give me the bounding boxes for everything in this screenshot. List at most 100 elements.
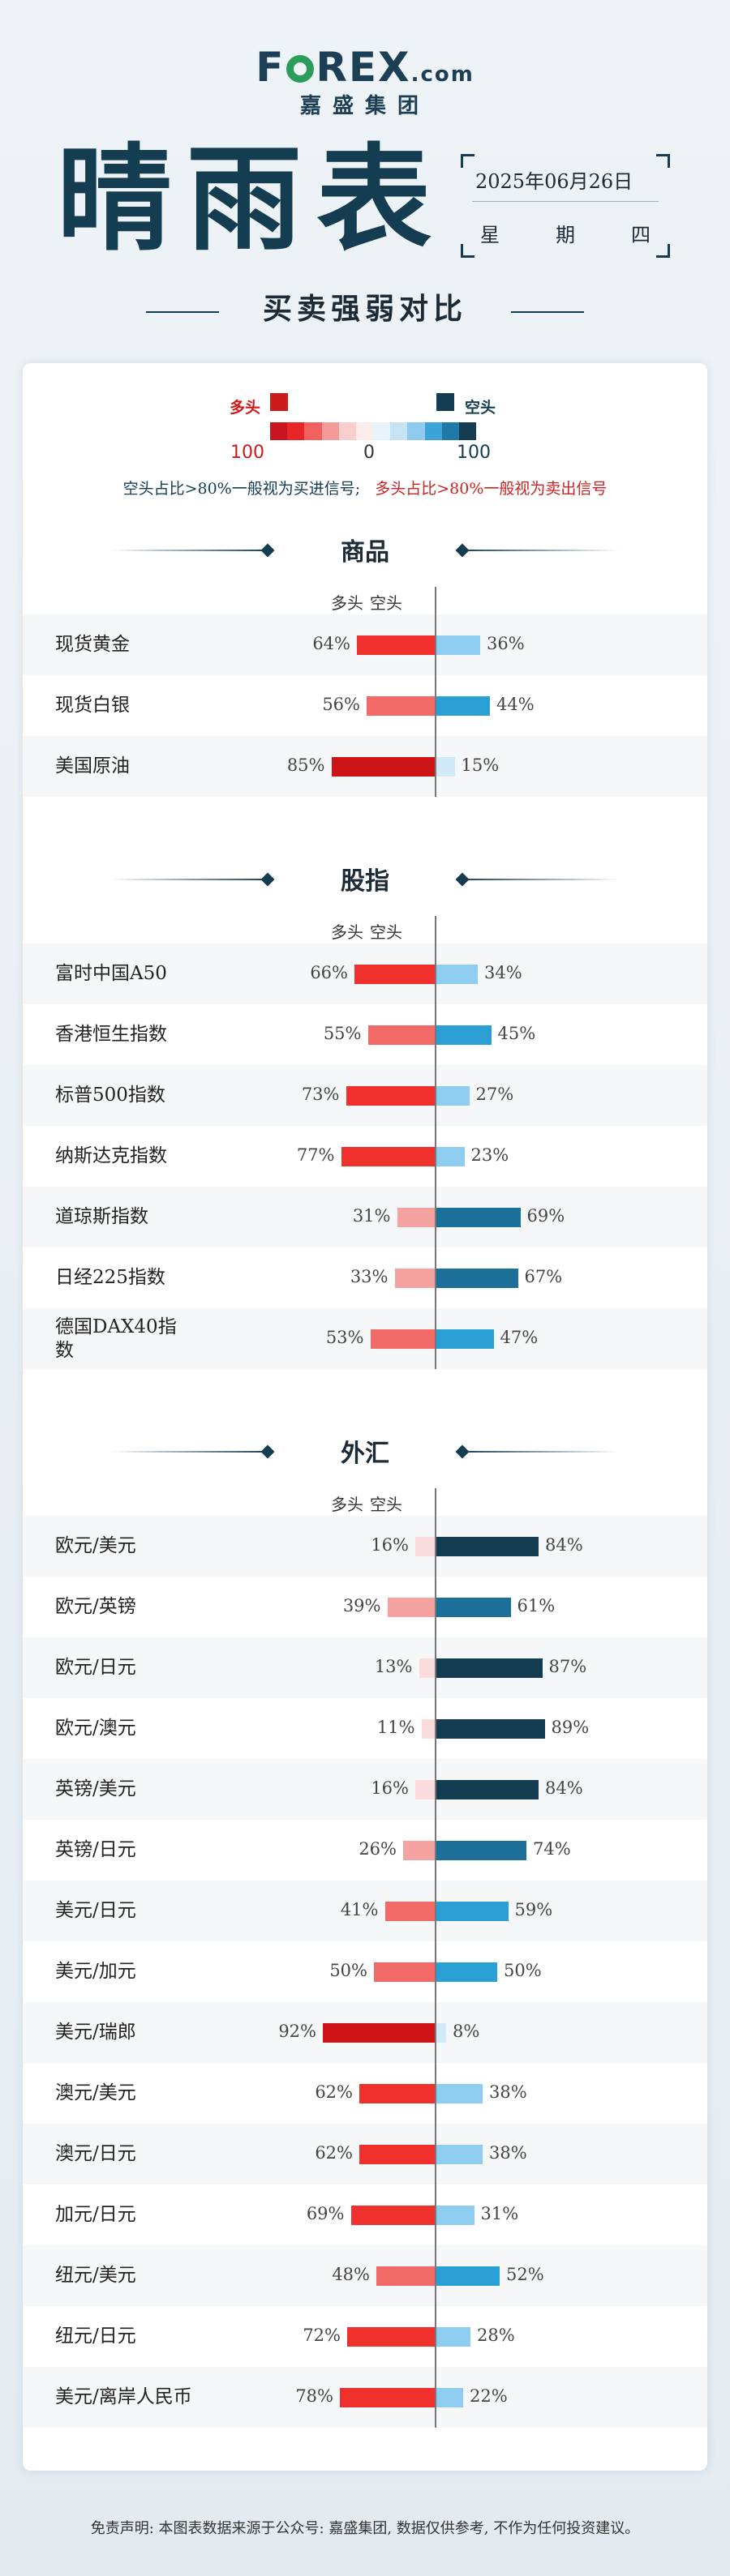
value-label-short: 69% — [526, 1206, 565, 1226]
row-label: 美元/离岸人民币 — [55, 2386, 192, 2407]
table-row: 纽元/美元 48% 52% — [23, 2245, 707, 2306]
tip-short-signal: 空头占比>80%一般视为买进信号; — [122, 480, 361, 498]
date-box: 2025年06月26日 星 期 四 — [461, 154, 670, 258]
value-label-long: 31% — [352, 1206, 391, 1226]
bar-short — [436, 1658, 543, 1678]
row-label: 欧元/美元 — [55, 1535, 136, 1556]
value-label-long: 16% — [371, 1535, 409, 1555]
bar-short — [436, 1329, 494, 1349]
bar-long — [323, 2023, 435, 2043]
column-header-long: 多头 — [331, 1495, 363, 1514]
row-label: 欧元/英镑 — [55, 1596, 136, 1617]
row-label: 日经225指数 — [55, 1267, 165, 1288]
value-label-long: 50% — [329, 1961, 367, 1980]
table-row: 标普500指数 73% 27% — [23, 1065, 707, 1126]
center-axis — [435, 916, 436, 1369]
table-row: 澳元/美元 62% 38% — [23, 2063, 707, 2124]
table-row: 纽元/日元 72% 28% — [23, 2306, 707, 2367]
row-label: 道琼斯指数 — [55, 1206, 148, 1227]
table-row: 英镑/日元 26% 74% — [23, 1820, 707, 1881]
value-label-short: 61% — [517, 1596, 556, 1615]
table-row: 现货白银 56% 44% — [23, 675, 707, 736]
bar-short — [436, 1537, 539, 1556]
value-label-short: 84% — [545, 1535, 583, 1555]
table-row: 加元/日元 69% 31% — [23, 2184, 707, 2245]
value-label-short: 47% — [500, 1328, 539, 1347]
table-row: 富时中国A50 66% 34% — [23, 944, 707, 1004]
legend-scale-right: 100 — [457, 443, 491, 463]
table-row: 纳斯达克指数 77% 23% — [23, 1126, 707, 1187]
bar-short — [436, 1780, 539, 1799]
value-label-long: 78% — [295, 2386, 333, 2406]
table-row: 欧元/美元 16% 84% — [23, 1516, 707, 1577]
bar-short — [436, 1962, 497, 1982]
value-label-short: 74% — [533, 1839, 571, 1859]
logo-wordmark: F REX.com — [256, 44, 474, 91]
value-label-short: 31% — [480, 2204, 519, 2223]
row-label: 现货白银 — [55, 695, 130, 716]
row-label: 美国原油 — [55, 755, 130, 777]
row-label: 德国DAX40指数 — [55, 1316, 177, 1361]
row-label: 澳元/日元 — [55, 2143, 136, 2164]
value-label-long: 48% — [332, 2265, 370, 2284]
value-label-long: 66% — [310, 963, 348, 982]
bar-long — [346, 1086, 435, 1106]
value-label-long: 16% — [371, 1778, 409, 1798]
value-label-short: 87% — [548, 1657, 587, 1676]
value-label-short: 22% — [470, 2386, 508, 2406]
legend: 多头 空头 100 0 100 空头占比>80%一般视为买进信号; 多头占比>8… — [23, 363, 707, 525]
row-label: 欧元/日元 — [55, 1657, 136, 1678]
value-label-short: 23% — [470, 1145, 509, 1165]
bar-long — [415, 1537, 435, 1556]
legend-short-label: 空头 — [465, 399, 496, 417]
bar-long — [341, 1147, 435, 1166]
weekday: 星 期 四 — [480, 224, 651, 246]
table-row: 欧元/英镑 39% 61% — [23, 1577, 707, 1637]
value-label-short: 38% — [489, 2143, 527, 2163]
bar-short — [436, 1719, 545, 1739]
bar-long — [347, 2327, 435, 2347]
row-label: 英镑/美元 — [55, 1778, 136, 1799]
bar-short — [436, 1025, 492, 1045]
table-row: 道琼斯指数 31% 69% — [23, 1187, 707, 1247]
legend-short-swatch — [436, 393, 454, 411]
bar-long — [374, 1962, 435, 1982]
value-label-short: 59% — [514, 1900, 553, 1919]
value-label-long: 69% — [306, 2204, 345, 2223]
bar-short — [436, 965, 478, 984]
row-label: 美元/加元 — [55, 1961, 136, 1982]
table-row: 美国原油 85% 15% — [23, 736, 707, 797]
bar-short — [436, 696, 490, 716]
value-label-long: 33% — [350, 1267, 389, 1286]
logo-suffix: .com — [410, 62, 474, 87]
bar-short — [436, 1147, 465, 1166]
bar-short — [436, 2023, 446, 2043]
bar-long — [367, 1025, 435, 1045]
value-label-short: 8% — [453, 2022, 480, 2041]
legend-long-swatch — [270, 393, 288, 411]
value-label-short: 89% — [551, 1718, 590, 1737]
logo-subtitle: 嘉盛集团 — [299, 94, 430, 118]
bar-long — [403, 1841, 435, 1860]
bar-long — [397, 1208, 435, 1227]
row-label: 加元/日元 — [55, 2204, 136, 2225]
row-label: 美元/日元 — [55, 1900, 136, 1921]
value-label-long: 56% — [322, 695, 360, 714]
value-label-short: 36% — [487, 634, 525, 653]
value-label-long: 77% — [296, 1145, 335, 1165]
value-label-long: 26% — [359, 1839, 397, 1859]
section-2: 外汇 多头 空头 欧元/美元 16% 84% 欧元/英镑 39% 61% 欧元/日元 13% 87% 欧… — [23, 1427, 707, 2428]
legend-gradient-scale — [270, 422, 477, 440]
bar-short — [436, 1208, 521, 1227]
bar-short — [436, 635, 480, 655]
bar-long — [387, 1598, 435, 1617]
page-subtitle: 买卖强弱对比 — [262, 292, 467, 326]
legend-long-label: 多头 — [230, 399, 261, 417]
bar-long — [350, 2206, 435, 2225]
table-row: 英镑/美元 16% 84% — [23, 1759, 707, 1820]
table-row: 日经225指数 33% 67% — [23, 1247, 707, 1308]
column-header-short: 空头 — [370, 1495, 402, 1514]
bar-short — [436, 757, 455, 777]
table-row: 香港恒生指数 55% 45% — [23, 1004, 707, 1065]
bar-long — [359, 2145, 435, 2164]
